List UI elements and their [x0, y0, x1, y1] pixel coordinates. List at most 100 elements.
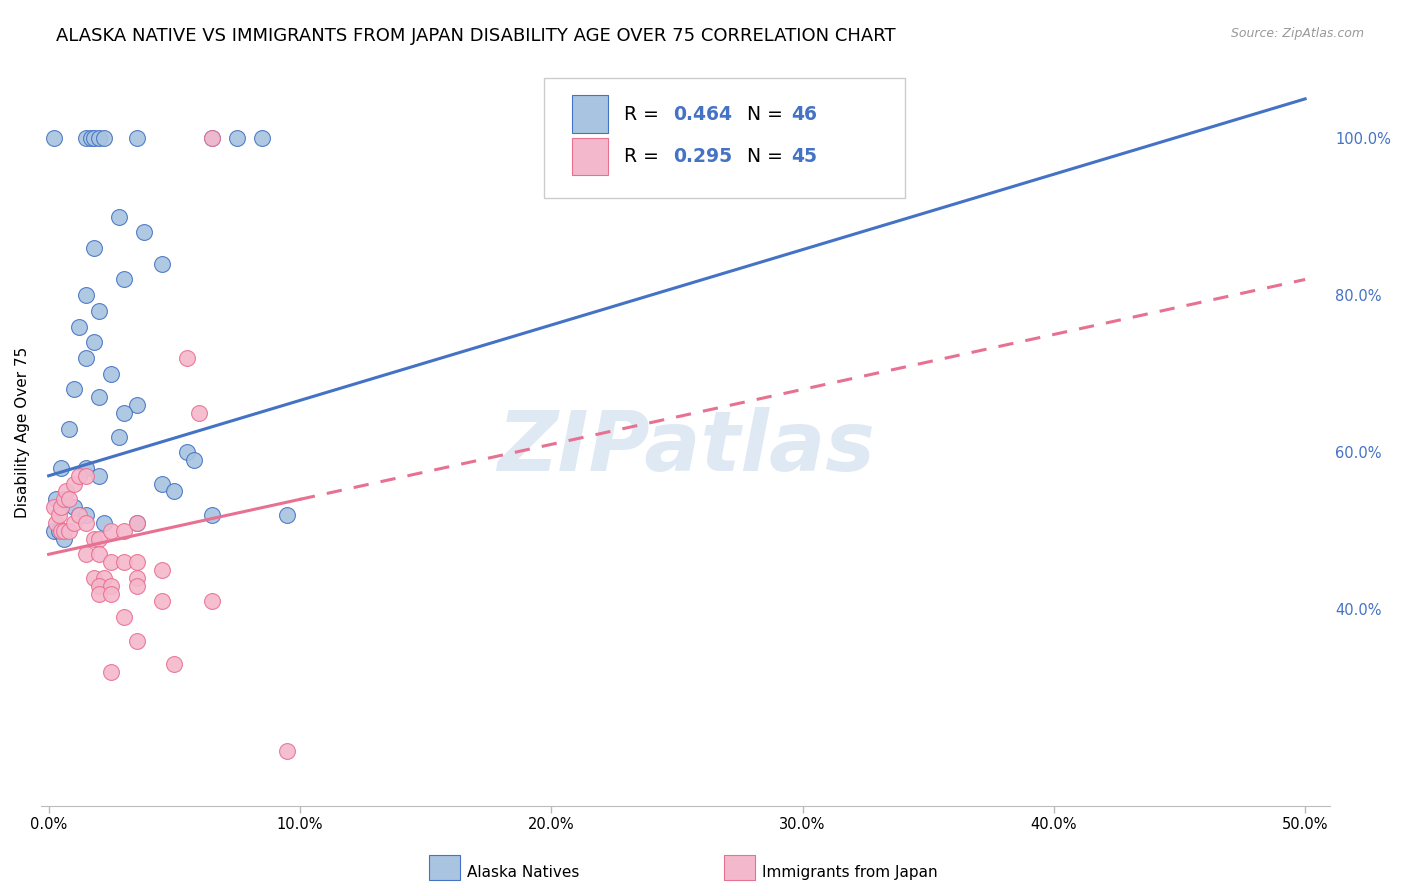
FancyBboxPatch shape: [544, 78, 905, 198]
Text: 45: 45: [792, 147, 817, 166]
Point: [87, 390, 110, 404]
Point: [48, 508, 70, 522]
Point: [87, 547, 110, 561]
Point: [163, 657, 186, 672]
Point: [51, 500, 73, 515]
Point: [51, 500, 73, 515]
Point: [75, 468, 97, 483]
Point: [93, 571, 115, 585]
Point: [150, 563, 173, 577]
Point: [112, 524, 135, 538]
Point: [87, 468, 110, 483]
Text: R =: R =: [624, 147, 665, 166]
Text: R =: R =: [624, 104, 665, 124]
Point: [75, 288, 97, 302]
Point: [112, 272, 135, 286]
Point: [80, 131, 103, 145]
Point: [108, 429, 131, 443]
Point: [67, 468, 90, 483]
Point: [201, 131, 224, 145]
Point: [87, 586, 110, 600]
Point: [176, 351, 198, 365]
Point: [125, 516, 148, 530]
Point: [58, 422, 80, 436]
Point: [83, 131, 105, 145]
FancyBboxPatch shape: [572, 95, 609, 133]
Point: [201, 131, 224, 145]
Point: [75, 508, 97, 522]
Point: [163, 484, 186, 499]
Point: [201, 508, 224, 522]
Point: [112, 610, 135, 624]
Point: [83, 241, 105, 255]
Point: [125, 579, 148, 593]
Point: [176, 445, 198, 459]
Point: [51, 524, 73, 538]
Point: [67, 319, 90, 334]
Point: [62, 516, 84, 530]
Point: [201, 594, 224, 608]
Text: 46: 46: [792, 104, 817, 124]
Point: [226, 131, 249, 145]
Point: [100, 555, 122, 569]
Text: N =: N =: [735, 147, 789, 166]
Point: [62, 476, 84, 491]
Point: [87, 304, 110, 318]
Point: [112, 406, 135, 420]
Text: 0.464: 0.464: [673, 104, 731, 124]
Point: [75, 131, 97, 145]
Point: [125, 571, 148, 585]
Point: [62, 383, 84, 397]
Point: [100, 524, 122, 538]
Point: [83, 335, 105, 350]
Point: [75, 461, 97, 475]
Point: [150, 594, 173, 608]
Point: [42, 524, 65, 538]
Point: [83, 532, 105, 546]
Point: [67, 508, 90, 522]
Point: [42, 131, 65, 145]
Text: Source: ZipAtlas.com: Source: ZipAtlas.com: [1230, 27, 1364, 40]
Point: [100, 586, 122, 600]
Point: [183, 453, 205, 467]
Point: [150, 257, 173, 271]
Point: [45, 516, 67, 530]
Text: 0.295: 0.295: [673, 147, 733, 166]
Point: [108, 210, 131, 224]
Point: [55, 484, 77, 499]
Point: [112, 555, 135, 569]
FancyBboxPatch shape: [572, 138, 609, 175]
Point: [100, 665, 122, 679]
Point: [125, 516, 148, 530]
Point: [100, 367, 122, 381]
Point: [75, 351, 97, 365]
Point: [52, 492, 75, 507]
Point: [45, 492, 67, 507]
Point: [48, 524, 70, 538]
Point: [125, 633, 148, 648]
Point: [93, 516, 115, 530]
Point: [87, 131, 110, 145]
Point: [125, 131, 148, 145]
Point: [62, 500, 84, 515]
Text: ZIPatlas: ZIPatlas: [496, 407, 875, 488]
Point: [93, 131, 115, 145]
Point: [67, 508, 90, 522]
Text: Immigrants from Japan: Immigrants from Japan: [762, 865, 938, 880]
Point: [87, 532, 110, 546]
Point: [52, 532, 75, 546]
Point: [83, 571, 105, 585]
Text: N =: N =: [735, 104, 789, 124]
Point: [252, 131, 274, 145]
Text: Alaska Natives: Alaska Natives: [467, 865, 579, 880]
Point: [100, 579, 122, 593]
Point: [125, 555, 148, 569]
Point: [58, 524, 80, 538]
Point: [51, 461, 73, 475]
Point: [150, 476, 173, 491]
Y-axis label: Disability Age Over 75: Disability Age Over 75: [15, 347, 30, 518]
Point: [75, 516, 97, 530]
Point: [42, 500, 65, 515]
Point: [125, 398, 148, 412]
Point: [52, 524, 75, 538]
